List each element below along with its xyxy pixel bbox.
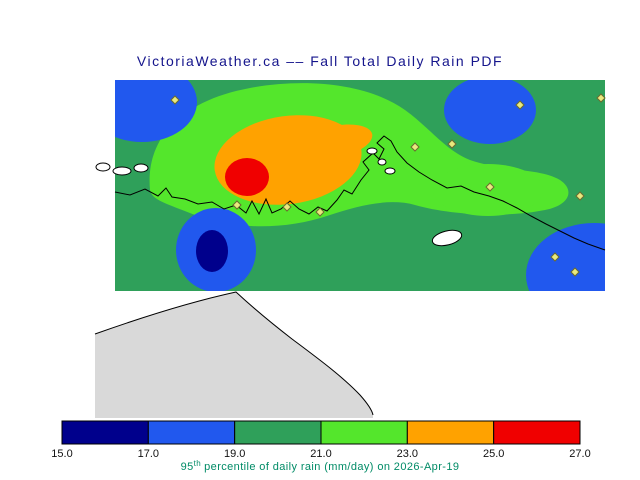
contour-navy-core <box>196 230 228 272</box>
coastlines <box>95 135 606 251</box>
caption-number: 95 <box>181 461 194 473</box>
coastline-vancouver-island <box>114 135 606 251</box>
figure-caption: 95th percentile of daily rain (mm/day) on… <box>181 459 460 473</box>
coastline-olympic-peninsula <box>94 291 374 416</box>
station-marker <box>515 100 525 110</box>
station-markers <box>170 93 606 277</box>
colorbar-outline <box>61 420 581 445</box>
colorbar-tick-label: 19.0 <box>224 448 245 460</box>
station-marker <box>596 93 606 103</box>
contour-blue-southeast <box>526 223 605 291</box>
colorbar-tick-label: 25.0 <box>483 448 504 460</box>
colorbar-segment-6 <box>493 420 581 445</box>
colorbar-segment-5 <box>406 420 495 445</box>
contour-blue-northeast <box>444 80 536 144</box>
islet-west-1 <box>95 162 111 172</box>
colorbar-tick-label: 17.0 <box>138 448 159 460</box>
colorbar-tick-label: 15.0 <box>51 448 72 460</box>
station-marker <box>410 142 420 152</box>
station-marker <box>575 191 585 201</box>
olympic-peninsula-land <box>95 292 373 418</box>
contour-red-core <box>225 158 269 196</box>
islet-west-2 <box>112 166 132 176</box>
contour-lightgreen-east <box>433 164 543 216</box>
islet-harbour-2 <box>377 158 387 166</box>
colorbar-tick-label: 27.0 <box>569 448 590 460</box>
caption-text: percentile of daily rain (mm/day) on 202… <box>204 461 459 473</box>
colorbar-segment-2 <box>147 420 236 445</box>
colorbar-tick-label: 21.0 <box>310 448 331 460</box>
station-marker <box>282 202 292 212</box>
station-marker <box>170 95 180 105</box>
station-marker <box>232 200 242 210</box>
contour-blue-northwest <box>115 80 197 142</box>
station-marker <box>315 207 325 217</box>
islet-harbour-3 <box>384 167 396 175</box>
colorbar-tick-label: 23.0 <box>397 448 418 460</box>
island-southeast <box>431 229 463 247</box>
station-marker <box>550 252 560 262</box>
station-marker <box>485 182 495 192</box>
station-marker <box>570 267 580 277</box>
contour-orange-arm <box>297 124 373 160</box>
colorbar-segment-4 <box>320 420 408 445</box>
caption-superscript: th <box>194 459 201 468</box>
colorbar-segment-1 <box>61 420 149 445</box>
islet-west-3 <box>133 163 149 173</box>
colorbar: 15.0 17.0 19.0 21.0 23.0 25.0 27.0 <box>51 420 591 460</box>
colorbar-segment-3 <box>234 420 322 445</box>
contour-field <box>115 80 605 291</box>
figure-title: VictoriaWeather.ca –– Fall Total Daily R… <box>137 53 503 69</box>
islet-harbour-1 <box>366 147 378 155</box>
station-marker <box>447 139 457 149</box>
